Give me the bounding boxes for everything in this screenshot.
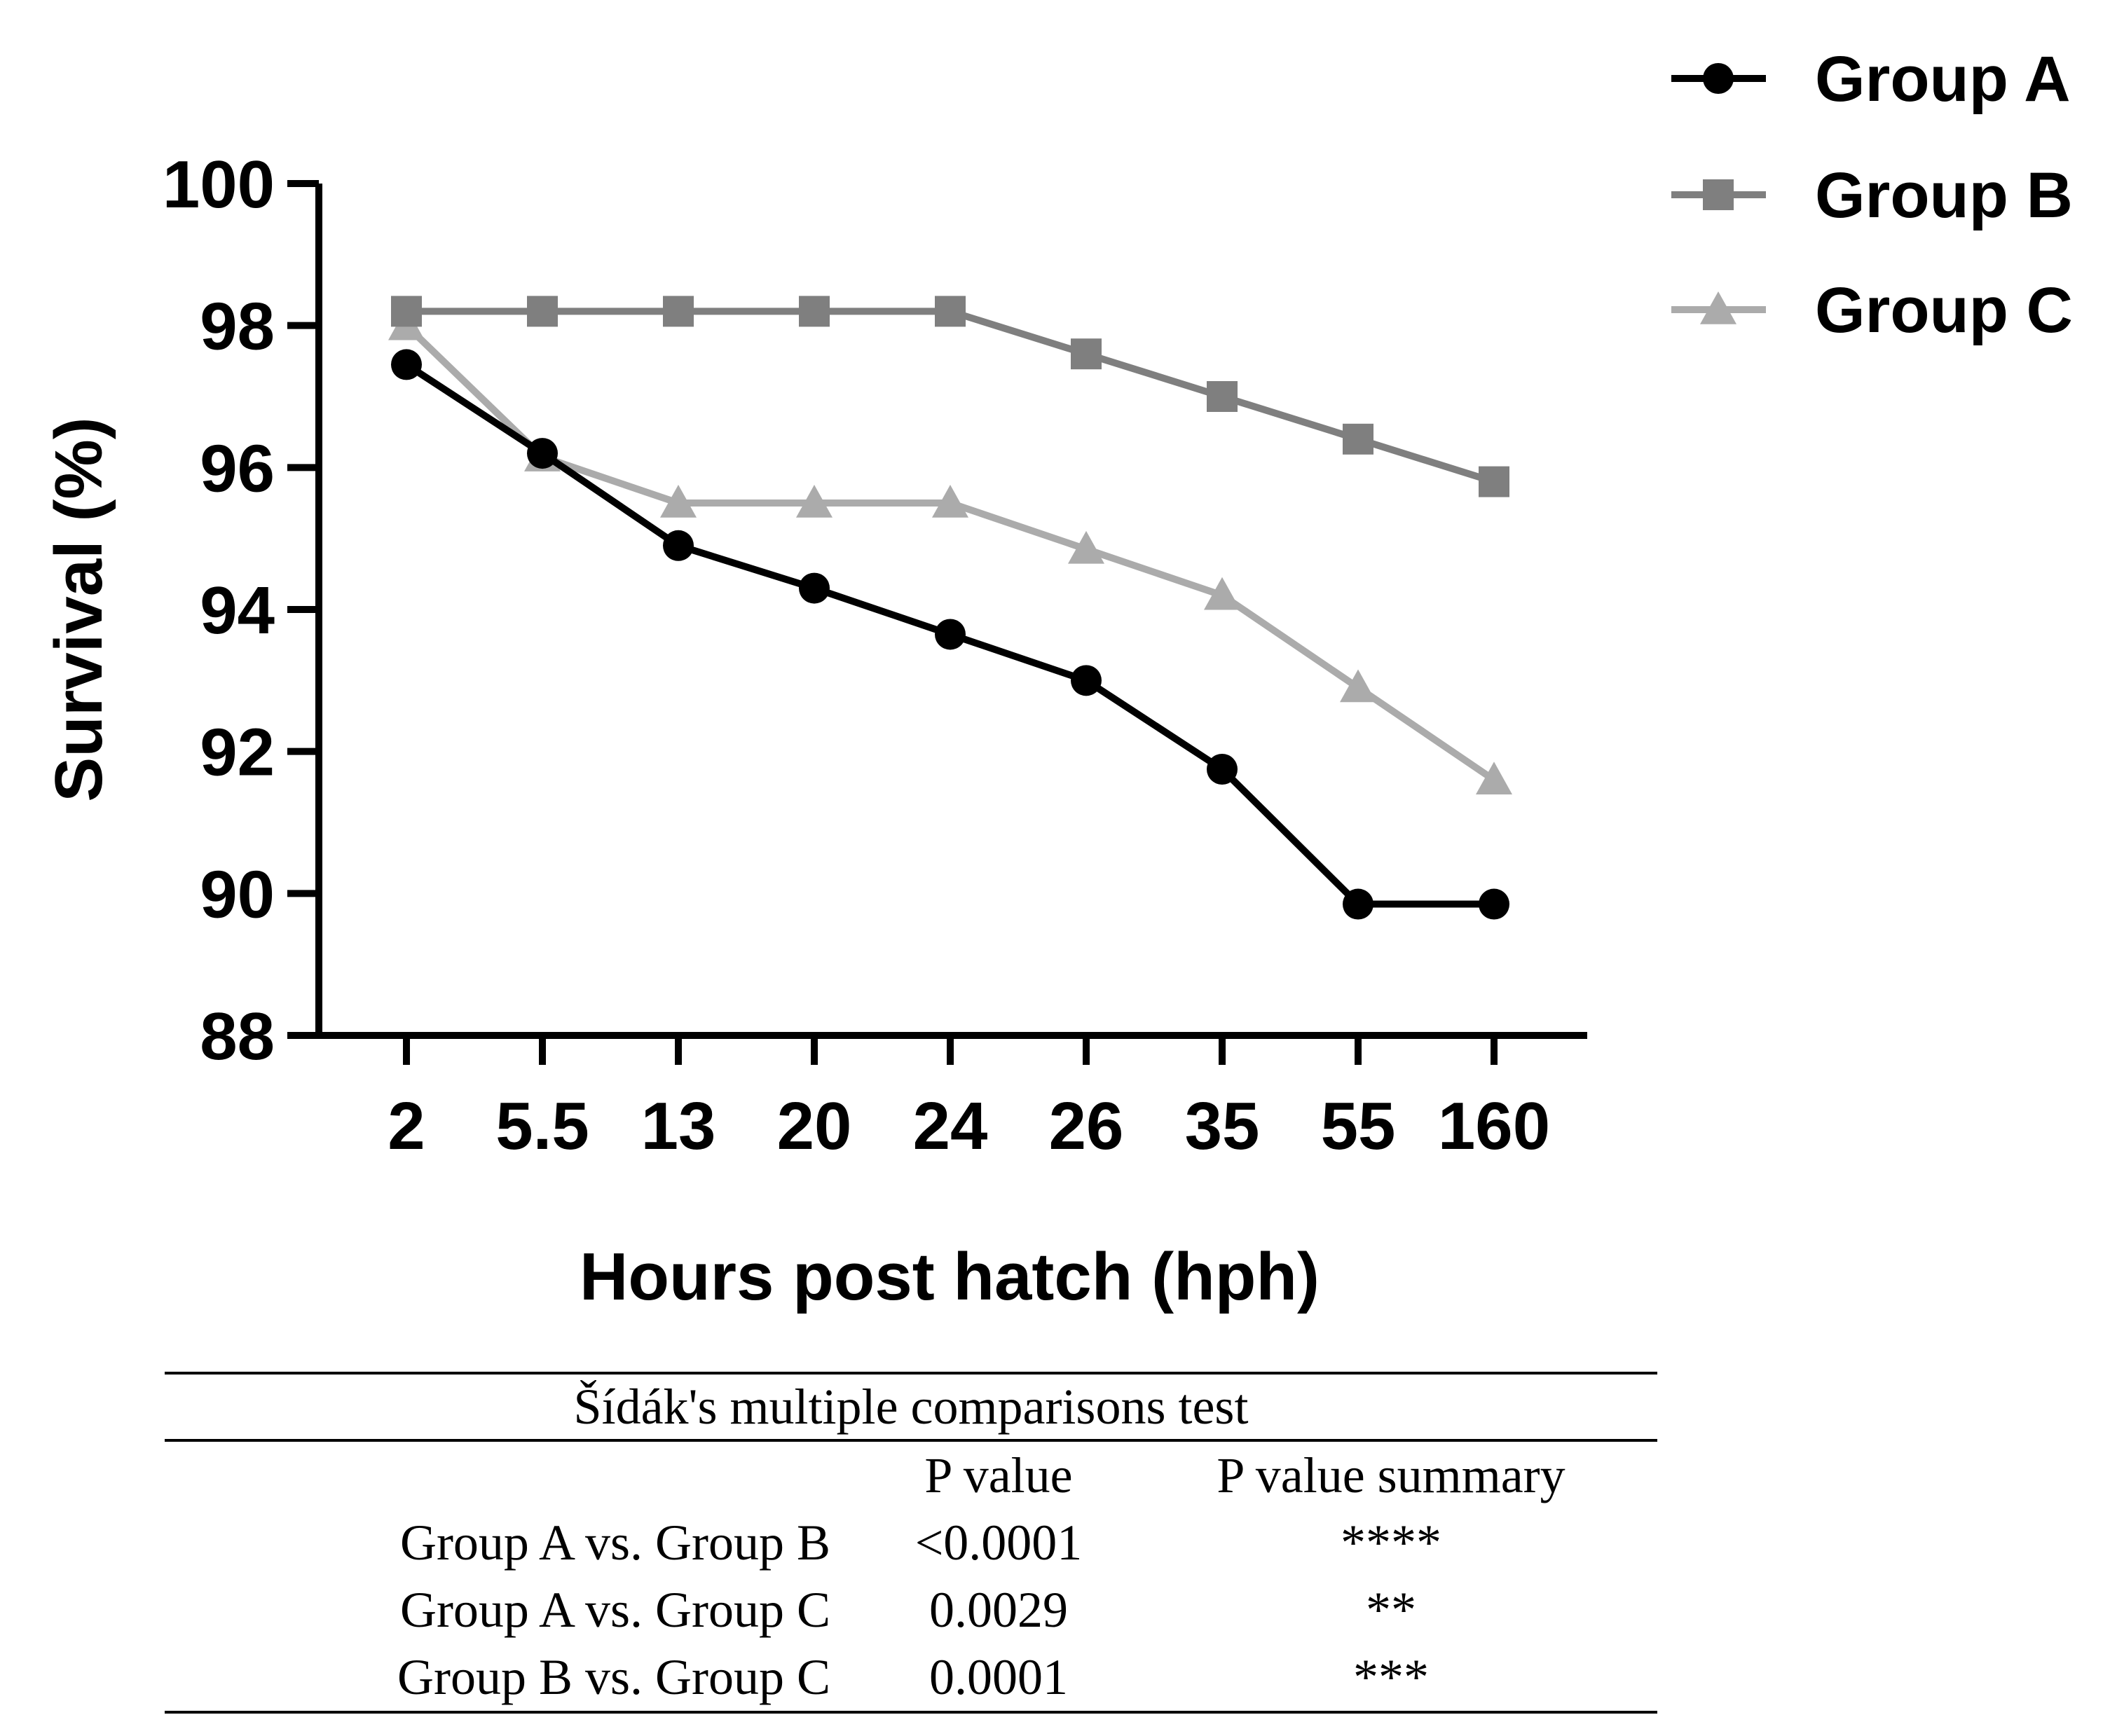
data-point-group-a	[391, 349, 422, 380]
y-tick-label: 98	[200, 289, 275, 364]
legend-label-group-a: Group A	[1815, 43, 2071, 115]
series-group-c	[388, 307, 1512, 794]
legend-entry-group-b: Group B	[1671, 160, 2073, 231]
data-point-group-c	[660, 485, 697, 518]
y-axis: 88 90 92 94 96 98 100	[163, 147, 322, 1074]
x-tick-label: 5.5	[495, 1089, 589, 1164]
series-layer	[388, 296, 1512, 920]
data-point-group-a	[1343, 888, 1373, 920]
data-point-group-b	[1207, 381, 1238, 412]
table-top-rule	[165, 1372, 1657, 1375]
x-tick-label: 160	[1438, 1089, 1550, 1164]
x-tick-label: 13	[641, 1089, 716, 1164]
table-row: Group A vs. Group B <0.0001 ****	[165, 1509, 1657, 1576]
table-row: Group A vs. Group C 0.0029 **	[165, 1576, 1657, 1644]
series-line-group-c	[404, 323, 1496, 783]
y-tick-label: 92	[200, 715, 275, 790]
x-tick-label: 55	[1321, 1089, 1396, 1164]
survival-chart: 88 90 92 94 96 98 100 2 5.5 13 20 24 26 35 55 160 Surv…	[41, 43, 2073, 1314]
p-value: 0.0029	[929, 1582, 1068, 1638]
data-point-group-c	[1204, 577, 1240, 610]
data-point-group-b	[663, 296, 694, 327]
data-point-group-a	[527, 438, 558, 469]
y-tick-label: 96	[200, 431, 275, 506]
header-comparison	[165, 1442, 872, 1509]
data-point-group-c	[1068, 530, 1104, 564]
p-value-summary: ****	[1341, 1515, 1441, 1571]
y-tick-label: 88	[200, 999, 275, 1074]
x-axis: 2 5.5 13 20 24 26 35 55 160	[315, 1032, 1587, 1164]
data-point-group-b	[1071, 338, 1102, 370]
comparison-label: Group A vs. Group C	[399, 1582, 830, 1638]
data-point-group-c	[932, 485, 968, 518]
data-point-group-a	[1207, 754, 1238, 785]
data-point-group-a	[799, 572, 830, 604]
x-ticks: 2 5.5 13 20 24 26 35 55 160	[388, 1035, 1550, 1164]
p-value: <0.0001	[914, 1515, 1083, 1571]
legend-entry-group-a: Group A	[1671, 43, 2071, 115]
legend-marker-group-a	[1703, 63, 1734, 94]
data-point-group-c	[1340, 669, 1376, 703]
legend-entry-group-c: Group C	[1671, 275, 2073, 346]
data-point-group-b	[1479, 466, 1509, 497]
data-point-group-b	[527, 296, 558, 327]
data-point-group-b	[799, 296, 830, 327]
comparison-label: Group B vs. Group C	[397, 1649, 830, 1705]
x-axis-title: Hours post hatch (hph)	[580, 1239, 1320, 1314]
table-header-row: P value P value summary	[165, 1442, 1657, 1509]
data-point-group-a	[935, 619, 966, 650]
table-row: Group B vs. Group C 0.0001 ***	[165, 1644, 1657, 1712]
comparison-label: Group A vs. Group B	[399, 1515, 830, 1571]
data-point-group-c	[1476, 762, 1512, 794]
header-p-value: P value	[924, 1447, 1073, 1503]
y-ticks: 88 90 92 94 96 98 100	[163, 147, 319, 1074]
series-group-a	[391, 349, 1509, 920]
data-point-group-b	[391, 296, 422, 327]
p-value-summary: **	[1366, 1582, 1416, 1638]
legend-label-group-c: Group C	[1815, 275, 2073, 346]
y-tick-label: 94	[200, 573, 275, 648]
comparisons-table: P value P value summary Group A vs. Grou…	[165, 1442, 1657, 1714]
table-title: Šídák's multiple comparisons test	[165, 1375, 1657, 1442]
p-value-summary: ***	[1353, 1649, 1429, 1705]
header-p-value-summary: P value summary	[1217, 1447, 1566, 1503]
legend-marker-group-b	[1703, 179, 1734, 210]
y-tick-label: 100	[163, 147, 275, 222]
data-point-group-a	[663, 530, 694, 561]
x-tick-label: 26	[1049, 1089, 1124, 1164]
data-point-group-b	[1343, 423, 1373, 455]
x-tick-label: 24	[913, 1089, 988, 1164]
data-point-group-a	[1479, 888, 1509, 920]
y-tick-label: 90	[200, 857, 275, 932]
x-tick-label: 35	[1185, 1089, 1260, 1164]
data-point-group-b	[935, 296, 966, 327]
legend-marker-group-c	[1700, 291, 1736, 324]
p-value: 0.0001	[929, 1649, 1068, 1705]
legend: Group A Group B Group C	[1671, 43, 2073, 346]
data-point-group-a	[1071, 665, 1102, 696]
x-tick-label: 20	[777, 1089, 852, 1164]
series-group-b	[391, 296, 1509, 497]
x-tick-label: 2	[388, 1089, 425, 1164]
y-axis-title: Survival (%)	[41, 417, 116, 802]
legend-label-group-b: Group B	[1815, 160, 2073, 231]
series-line-group-b	[406, 308, 1495, 485]
multiple-comparisons-table: Šídák's multiple comparisons test P valu…	[165, 1372, 1657, 1714]
data-point-group-c	[796, 485, 833, 518]
